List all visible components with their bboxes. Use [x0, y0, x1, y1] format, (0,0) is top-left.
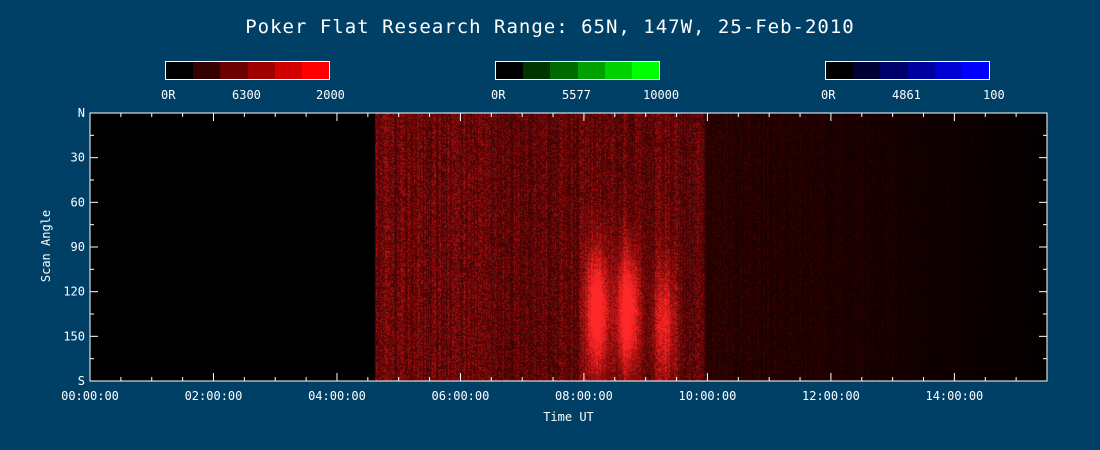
colorbar-blue-segment: [934, 62, 962, 79]
colorbar-red-wavelength-label: 6300: [232, 88, 261, 102]
colorbar-blue: [825, 61, 990, 80]
x-axis-label: Time UT: [543, 410, 594, 424]
colorbar-red-segment: [166, 62, 194, 79]
colorbar-red-segment: [220, 62, 248, 79]
colorbar-green-wavelength-label: 5577: [562, 88, 591, 102]
colorbar-green-segment: [550, 62, 578, 79]
y-tick-label: 60: [71, 195, 85, 209]
x-tick-label: 08:00:00: [555, 389, 613, 403]
keogram-heatmap: [90, 113, 1047, 381]
y-tick-label: 120: [63, 285, 85, 299]
colorbar-blue-segment: [907, 62, 935, 79]
x-tick-label: 04:00:00: [308, 389, 366, 403]
colorbar-green-min-label: 0R: [491, 88, 506, 102]
colorbar-red-segment: [301, 62, 330, 79]
x-tick-label: 12:00:00: [802, 389, 860, 403]
colorbar-blue-wavelength-label: 4861: [892, 88, 921, 102]
colorbar-red-segment: [193, 62, 221, 79]
colorbar-blue-segment: [961, 62, 990, 79]
x-tick-label: 02:00:00: [185, 389, 243, 403]
x-tick-label: 06:00:00: [432, 389, 490, 403]
y-tick-label: 90: [71, 240, 85, 254]
colorbar-red-segment: [274, 62, 302, 79]
y-tick-label: 150: [63, 329, 85, 343]
colorbar-green-max-label: 10000: [643, 88, 680, 102]
x-tick-label: 00:00:00: [61, 389, 119, 403]
keogram-plot-area: [90, 113, 1047, 381]
colorbar-green-segment: [631, 62, 660, 79]
colorbar-green-segment: [604, 62, 632, 79]
colorbar-green-segment: [496, 62, 524, 79]
plot-frame: [89, 112, 1048, 382]
colorbar-green: [495, 61, 660, 80]
colorbar-red-segment: [247, 62, 275, 79]
x-tick-label: 10:00:00: [679, 389, 737, 403]
x-tick-label: 14:00:00: [925, 389, 983, 403]
colorbar-red-min-label: 0R: [161, 88, 176, 102]
chart-title: Poker Flat Research Range: 65N, 147W, 25…: [245, 16, 855, 38]
colorbar-green-segment: [523, 62, 551, 79]
y-tick-label: N: [78, 106, 85, 120]
colorbar-blue-max-label: 100: [983, 88, 1005, 102]
colorbar-green-segment: [577, 62, 605, 79]
y-axis-label: Scan Angle: [39, 209, 53, 283]
y-tick-label: 30: [71, 151, 85, 165]
colorbar-blue-segment: [853, 62, 881, 79]
colorbar-red-max-label: 2000: [316, 88, 345, 102]
colorbar-red: [165, 61, 330, 80]
colorbar-blue-min-label: 0R: [821, 88, 836, 102]
y-tick-label: S: [78, 374, 85, 388]
colorbar-blue-segment: [880, 62, 908, 79]
colorbar-blue-segment: [826, 62, 854, 79]
